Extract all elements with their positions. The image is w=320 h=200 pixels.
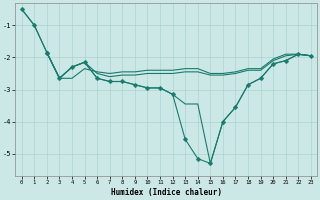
X-axis label: Humidex (Indice chaleur): Humidex (Indice chaleur) xyxy=(111,188,222,197)
